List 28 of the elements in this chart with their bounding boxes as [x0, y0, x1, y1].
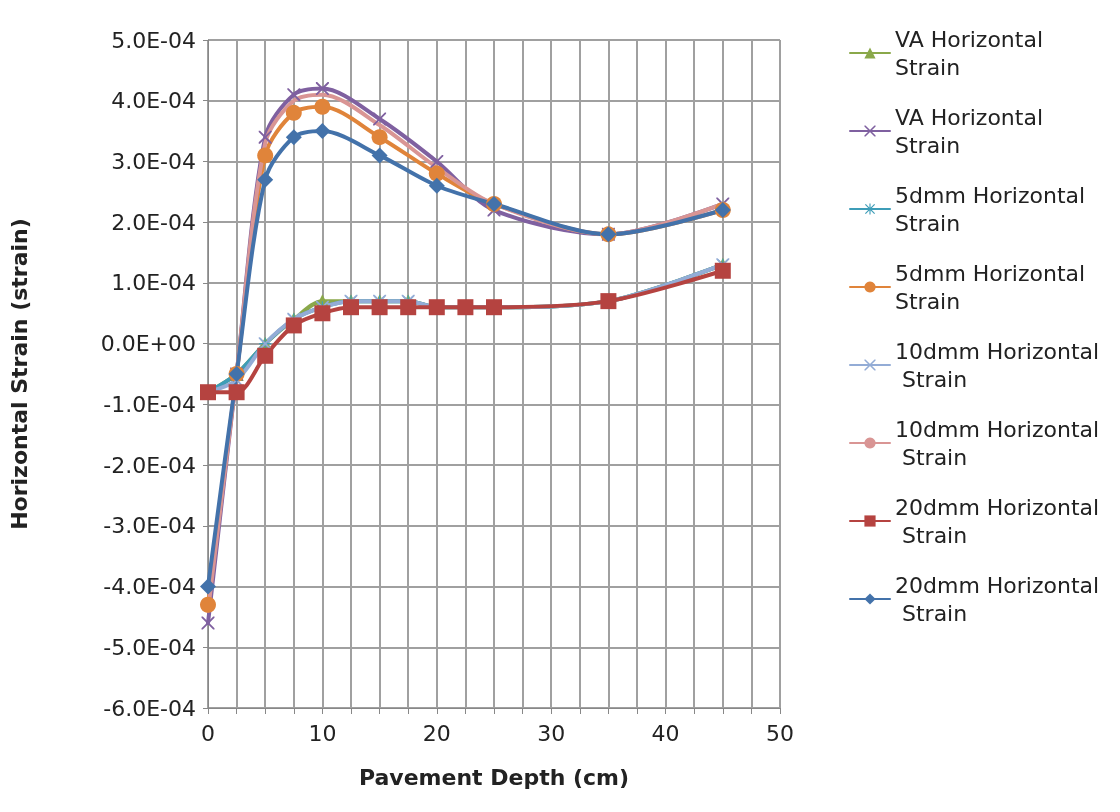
legend-label: 5dmm Horizontal Strain: [895, 182, 1093, 236]
y-tick-label: 1.0E-04: [111, 270, 196, 296]
legend-label: 20dmm Horizontal Strain: [895, 494, 1100, 548]
x-tick-label: 10: [308, 720, 337, 746]
x-tick-label: 50: [766, 720, 794, 746]
y-tick-label: -2.0E-04: [103, 452, 196, 478]
y-tick-label: 0.0E+00: [100, 331, 196, 357]
x-tick-label: 30: [537, 720, 566, 746]
legend-label: 10dmm Horizontal Strain: [895, 416, 1100, 470]
legend-label: VA Horizontal Strain: [895, 26, 1051, 80]
y-tick-label: 5.0E-04: [111, 27, 196, 53]
y-tick-label: -4.0E-04: [103, 574, 196, 600]
x-tick-label: 20: [422, 720, 451, 746]
y-tick-label: 4.0E-04: [111, 88, 196, 114]
legend-label: 5dmm Horizontal Strain: [895, 260, 1093, 314]
y-tick-label: -5.0E-04: [103, 634, 196, 660]
x-tick-label: 40: [651, 720, 680, 746]
y-tick-label: -3.0E-04: [103, 513, 196, 539]
y-tick-label: -1.0E-04: [103, 391, 196, 417]
legend-label: VA Horizontal Strain: [895, 104, 1051, 158]
y-tick-label: -6.0E-04: [103, 695, 196, 721]
y-axis-title: Horizontal Strain (strain): [6, 218, 32, 530]
y-tick-label: 2.0E-04: [111, 209, 196, 235]
y-tick-label: 3.0E-04: [111, 148, 196, 174]
x-tick-label: 0: [201, 720, 215, 746]
x-axis-title: Pavement Depth (cm): [358, 764, 630, 790]
legend-label: 20dmm Horizontal Strain: [895, 572, 1100, 626]
legend-label: 10dmm Horizontal Strain: [895, 338, 1100, 392]
